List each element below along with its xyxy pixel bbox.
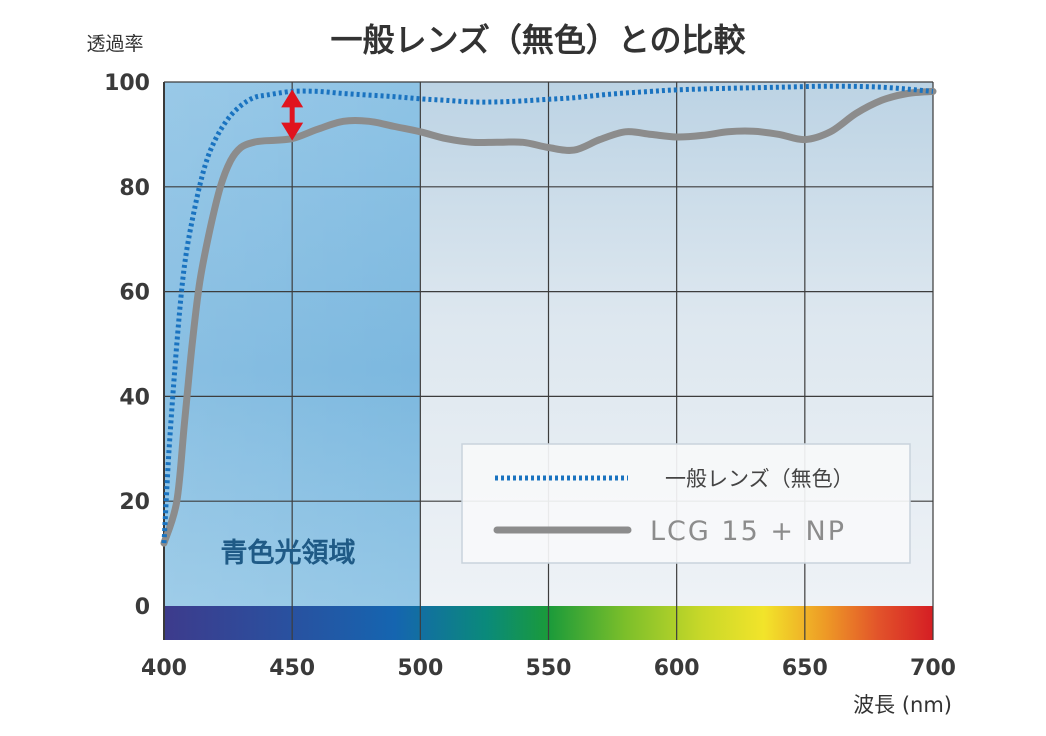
x-tick-label-400: 400 bbox=[141, 656, 187, 681]
x-tick-label-550: 550 bbox=[526, 656, 572, 681]
x-tick-label-450: 450 bbox=[269, 656, 315, 681]
y-tick-label-40: 40 bbox=[119, 385, 150, 410]
legend: 一般レンズ（無色） LCG 15 + NP bbox=[461, 443, 911, 564]
x-tick-labels: 400 450 500 550 600 650 700 bbox=[141, 656, 956, 681]
y-tick-label-80: 80 bbox=[119, 176, 150, 201]
x-tick-label-700: 700 bbox=[910, 656, 956, 681]
x-tick-label-600: 600 bbox=[654, 656, 700, 681]
blue-light-region-label: 青色光領域 bbox=[221, 537, 356, 569]
y-tick-label-0: 0 bbox=[135, 595, 150, 620]
y-tick-label-20: 20 bbox=[119, 490, 150, 515]
x-tick-label-650: 650 bbox=[782, 656, 828, 681]
y-tick-labels: 0 20 40 60 80 100 bbox=[104, 71, 150, 620]
y-tick-label-60: 60 bbox=[119, 281, 150, 306]
legend-label-lcg: LCG 15 + NP bbox=[650, 516, 846, 547]
grid-lines bbox=[163, 81, 934, 640]
chart-title: 一般レンズ（無色）との比較 bbox=[330, 21, 746, 59]
x-axis-label: 波長 (nm) bbox=[853, 693, 952, 717]
y-tick-label-100: 100 bbox=[104, 71, 150, 96]
legend-label-standard-lens: 一般レンズ（無色） bbox=[665, 467, 854, 491]
difference-arrow bbox=[281, 89, 304, 141]
series-lcg-line bbox=[160, 87, 937, 547]
arrow-head-top bbox=[281, 89, 304, 108]
y-axis-label: 透過率 bbox=[86, 33, 143, 55]
arrow-head-bottom bbox=[281, 122, 304, 141]
series-standard-lens-line bbox=[161, 83, 934, 544]
x-tick-label-500: 500 bbox=[397, 656, 443, 681]
legend-box bbox=[461, 443, 911, 564]
